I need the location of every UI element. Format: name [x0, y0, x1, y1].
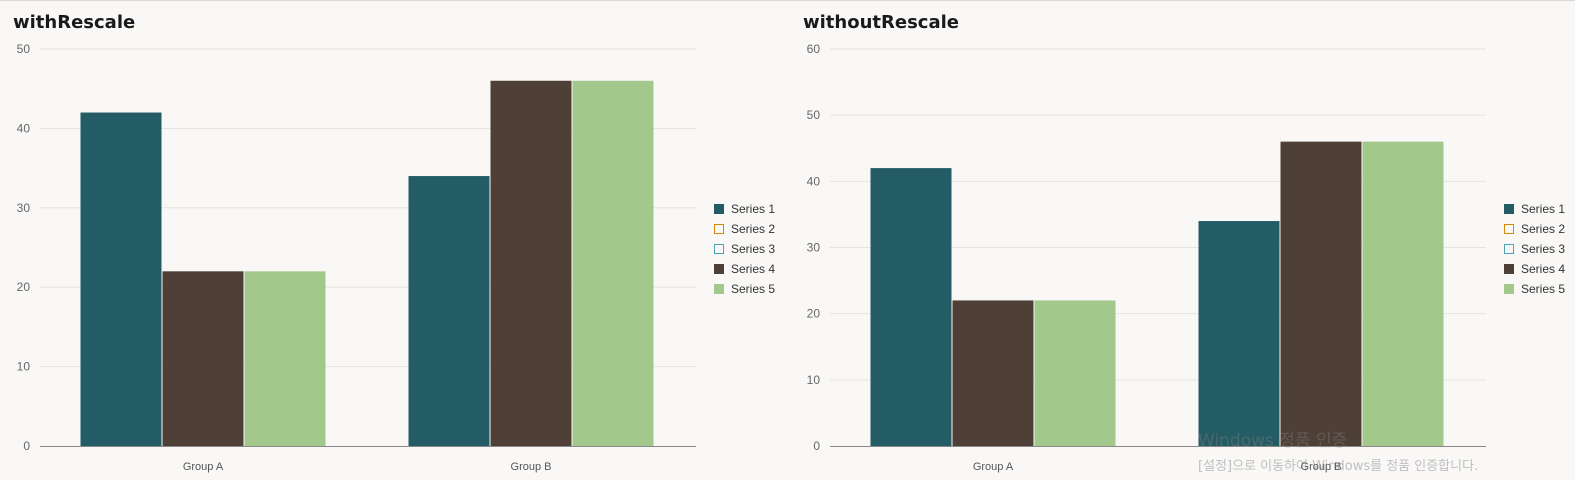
legend-swatch-1[interactable]	[714, 204, 724, 214]
top-divider	[0, 0, 1575, 1]
legend-label[interactable]: Series 3	[1521, 242, 1565, 256]
legend-label[interactable]: Series 3	[731, 242, 775, 256]
legend-swatch-1[interactable]	[1504, 204, 1514, 214]
y-tick-label: 60	[807, 42, 821, 56]
bar-series-5-group-b	[1362, 141, 1444, 446]
chart-title: withRescale	[13, 12, 135, 33]
bar-series-1-group-a	[80, 112, 162, 447]
y-tick-label: 20	[17, 280, 31, 294]
y-tick-label: 50	[17, 42, 31, 56]
bar-series-5-group-a	[1034, 300, 1116, 446]
bar-series-4-group-a	[162, 271, 244, 446]
chart-with-rescale: withRescale 0 10 20 30 40 50 Group A Group B Seri…	[13, 12, 775, 473]
bar-series-5-group-b	[572, 80, 654, 446]
legend-swatch-3[interactable]	[714, 244, 724, 254]
x-category-label: Group A	[973, 461, 1014, 473]
x-category-label: Group B	[511, 461, 552, 473]
bar-series-4-group-a	[952, 300, 1034, 446]
bar-series-4-group-b	[490, 80, 572, 446]
legend-label[interactable]: Series 4	[1521, 262, 1565, 276]
y-tick-label: 40	[17, 121, 31, 135]
y-tick-label: 0	[23, 439, 30, 453]
legend-swatch-5[interactable]	[1504, 284, 1514, 294]
bar-series-1-group-b	[1198, 221, 1280, 446]
legend-label[interactable]: Series 2	[1521, 222, 1565, 236]
legend-label[interactable]: Series 2	[731, 222, 775, 236]
y-tick-label: 20	[807, 307, 821, 321]
legend-swatch-2[interactable]	[714, 224, 724, 234]
x-category-label: Group B	[1301, 461, 1342, 473]
legend-label[interactable]: Series 5	[731, 282, 775, 296]
bar-series-1-group-a	[870, 168, 952, 446]
legend-label[interactable]: Series 4	[731, 262, 775, 276]
y-tick-label: 40	[807, 174, 821, 188]
y-tick-label: 10	[17, 360, 31, 374]
bar-series-4-group-b	[1280, 141, 1362, 446]
chart-title: withoutRescale	[803, 12, 959, 33]
legend-label[interactable]: Series 5	[1521, 282, 1565, 296]
y-tick-label: 50	[807, 108, 821, 122]
legend-label[interactable]: Series 1	[1521, 202, 1565, 216]
legend-swatch-5[interactable]	[714, 284, 724, 294]
bar-series-5-group-a	[244, 271, 326, 446]
y-tick-label: 0	[813, 439, 820, 453]
bar-series-1-group-b	[408, 176, 490, 447]
legend-swatch-3[interactable]	[1504, 244, 1514, 254]
legend-swatch-4[interactable]	[1504, 264, 1514, 274]
y-tick-label: 30	[17, 201, 31, 215]
legend-label[interactable]: Series 1	[731, 202, 775, 216]
legend-swatch-2[interactable]	[1504, 224, 1514, 234]
y-tick-label: 30	[807, 241, 821, 255]
y-tick-label: 10	[807, 373, 821, 387]
x-category-label: Group A	[183, 461, 224, 473]
chart-without-rescale: withoutRescale 0 10 20 30 40 50 60 Group A Group …	[803, 12, 1565, 473]
legend-swatch-4[interactable]	[714, 264, 724, 274]
